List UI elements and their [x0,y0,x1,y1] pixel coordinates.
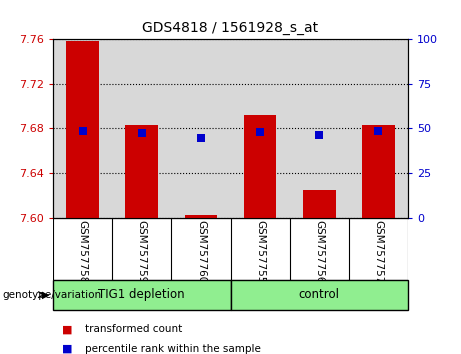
Bar [66,41,99,218]
Point [79,128,86,134]
Text: control: control [299,288,340,301]
Text: GSM757760: GSM757760 [196,219,206,283]
Title: GDS4818 / 1561928_s_at: GDS4818 / 1561928_s_at [142,21,319,35]
Text: genotype/variation: genotype/variation [2,290,101,300]
Bar [125,125,158,218]
Bar [362,125,395,218]
Text: GSM757755: GSM757755 [255,219,265,283]
Bar [53,280,230,310]
Point [315,132,323,137]
Text: GSM757759: GSM757759 [137,219,147,283]
Text: ■: ■ [62,344,73,354]
Text: ▶: ▶ [42,290,50,300]
Bar [230,280,408,310]
Point [375,128,382,134]
Text: transformed count: transformed count [85,324,183,334]
Bar [303,190,336,218]
Point [197,135,205,141]
Text: GSM757756: GSM757756 [314,219,324,283]
Text: TIG1 depletion: TIG1 depletion [99,288,185,301]
Point [138,130,145,136]
Point [256,129,264,135]
Text: GSM757758: GSM757758 [77,219,88,283]
Text: GSM757757: GSM757757 [373,219,384,283]
Text: ■: ■ [62,324,73,334]
Text: percentile rank within the sample: percentile rank within the sample [85,344,261,354]
Bar [185,216,217,218]
Bar [244,115,276,218]
